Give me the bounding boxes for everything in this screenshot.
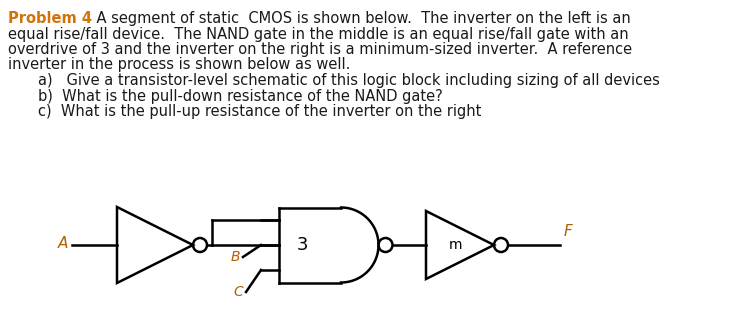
Text: F: F xyxy=(564,223,573,239)
Text: equal rise/fall device.  The NAND gate in the middle is an equal rise/fall gate : equal rise/fall device. The NAND gate in… xyxy=(8,27,629,42)
Text: 3: 3 xyxy=(297,236,308,254)
Text: b)  What is the pull-down resistance of the NAND gate?: b) What is the pull-down resistance of t… xyxy=(38,89,443,104)
Text: A: A xyxy=(57,237,68,252)
Text: B: B xyxy=(230,250,240,264)
Text: c)  What is the pull-up resistance of the inverter on the right: c) What is the pull-up resistance of the… xyxy=(38,104,481,119)
Text: A segment of static  CMOS is shown below.  The inverter on the left is an: A segment of static CMOS is shown below.… xyxy=(78,11,631,26)
Text: a)   Give a transistor-level schematic of this logic block including sizing of a: a) Give a transistor-level schematic of … xyxy=(38,73,660,88)
Text: C: C xyxy=(233,285,243,299)
Text: inverter in the process is shown below as well.: inverter in the process is shown below a… xyxy=(8,58,350,73)
Text: Problem 4: Problem 4 xyxy=(8,11,92,26)
Text: overdrive of 3 and the inverter on the right is a minimum-sized inverter.  A ref: overdrive of 3 and the inverter on the r… xyxy=(8,42,632,57)
Text: m: m xyxy=(449,238,463,252)
